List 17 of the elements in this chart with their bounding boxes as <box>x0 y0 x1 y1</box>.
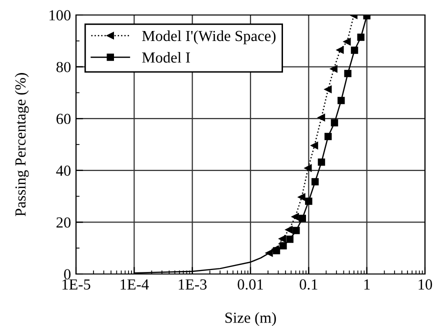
legend-label: Model I'(Wide Space) <box>142 30 276 44</box>
x-tick-label: 1 <box>364 279 370 290</box>
y-tick-label: 20 <box>56 217 71 228</box>
x-tick-label: 0.01 <box>238 279 263 290</box>
x-tick-label: 1E-4 <box>120 279 149 290</box>
y-tick-label: 60 <box>56 114 71 124</box>
y-tick-label: 100 <box>50 10 71 20</box>
x-tick-label: 10 <box>418 279 432 290</box>
x-tick-label: 1E-3 <box>178 279 207 290</box>
y-tick-label: 40 <box>56 166 71 176</box>
x-tick-label: 1E-5 <box>62 279 90 290</box>
x-axis-title: Size (m) <box>225 312 276 326</box>
legend-label: Model I <box>142 52 190 63</box>
x-tick-label: 0.1 <box>300 279 318 290</box>
y-tick-label: 0 <box>64 269 71 280</box>
y-axis-title: Passing Percentage (%) <box>14 73 29 216</box>
y-tick-label: 80 <box>56 62 71 72</box>
